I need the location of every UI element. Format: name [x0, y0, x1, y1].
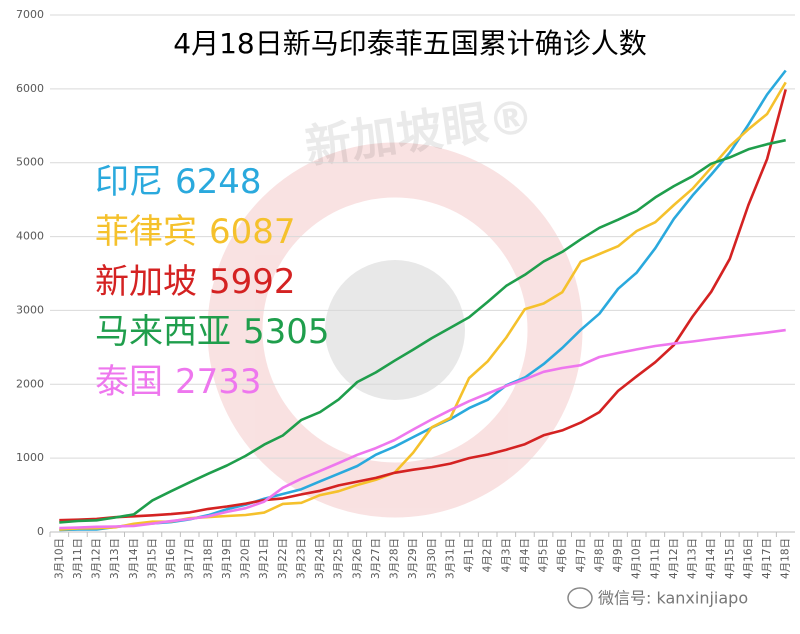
x-tick-label: 3月16日 [165, 538, 177, 579]
x-tick-label: 4月5日 [538, 538, 550, 572]
legend-value: 5992 [209, 262, 296, 302]
x-tick-label: 4月16日 [742, 538, 754, 579]
legend-label: 印尼 [95, 162, 163, 202]
y-tick-label: 0 [37, 525, 44, 538]
legend-value: 6248 [175, 162, 262, 202]
y-tick-label: 1000 [16, 451, 44, 464]
legend-value: 6087 [209, 212, 296, 252]
x-tick-label: 4月1日 [463, 538, 475, 572]
legend-value: 5305 [243, 312, 330, 352]
y-tick-label: 5000 [16, 156, 44, 169]
chart-title: 4月18日新马印泰菲五国累计确诊人数 [173, 27, 646, 60]
x-tick-label: 4月17日 [761, 538, 773, 579]
x-tick-label: 3月22日 [277, 538, 289, 579]
series-line [59, 89, 787, 522]
x-tick-label: 3月10日 [53, 538, 65, 579]
x-tick-label: 3月26日 [351, 538, 363, 579]
x-tick-label: 4月4日 [519, 538, 531, 572]
x-tick-label: 3月24日 [314, 538, 326, 579]
x-tick-label: 4月15日 [724, 538, 736, 579]
x-tick-label: 4月11日 [649, 538, 661, 579]
x-tick-label: 4月8日 [593, 538, 605, 572]
x-tick-label: 3月19日 [221, 538, 233, 579]
x-tick-label: 3月21日 [258, 538, 270, 579]
x-tick-label: 3月27日 [370, 538, 382, 579]
footer: 微信号: kanxinjiapo [567, 587, 748, 609]
x-tick-label: 3月18日 [202, 538, 214, 579]
footer-text: 微信号: kanxinjiapo [598, 589, 748, 608]
y-tick-label: 4000 [16, 230, 44, 243]
legend-label: 新加坡 [95, 262, 197, 302]
x-tick-label: 3月13日 [109, 538, 121, 579]
legend-label: 菲律宾 [95, 212, 197, 252]
legend-entry: 印尼 6248 [95, 162, 262, 202]
watermark-logo [207, 142, 583, 518]
x-tick-label: 3月28日 [389, 538, 401, 579]
x-tick-label: 4月18日 [780, 538, 792, 579]
x-tick-label: 4月13日 [687, 538, 699, 579]
y-tick-label: 3000 [16, 303, 44, 316]
x-tick-label: 3月30日 [426, 538, 438, 579]
x-tick-label: 3月23日 [295, 538, 307, 579]
x-tick-label: 3月14日 [128, 538, 140, 579]
y-tick-label: 2000 [16, 377, 44, 390]
x-tick-label: 3月31日 [444, 538, 456, 579]
legend-entry: 菲律宾 6087 [95, 212, 296, 252]
x-tick-label: 4月2日 [482, 538, 494, 572]
x-tick-label: 3月20日 [240, 538, 252, 579]
legend-value: 2733 [175, 362, 262, 402]
x-tick-label: 3月12日 [91, 538, 103, 579]
x-tick-label: 4月12日 [668, 538, 680, 579]
x-tick-label: 3月11日 [72, 538, 84, 579]
x-tick-label: 3月25日 [333, 538, 345, 579]
series-line [59, 328, 786, 530]
series-line [59, 138, 786, 524]
y-tick-label: 6000 [16, 82, 44, 95]
x-tick-label: 4月9日 [612, 538, 624, 572]
legend-entry: 泰国 2733 [95, 362, 262, 402]
legend-label: 马来西亚 [95, 312, 231, 352]
x-tick-label: 4月6日 [556, 538, 568, 572]
x-tick-label: 3月29日 [407, 538, 419, 579]
x-tick-label: 4月7日 [575, 538, 587, 572]
x-tick-label: 3月17日 [184, 538, 196, 579]
x-tick-label: 3月15日 [146, 538, 158, 579]
x-tick-label: 4月3日 [500, 538, 512, 572]
legend-entry: 新加坡 5992 [95, 262, 296, 302]
legend-label: 泰国 [95, 362, 163, 402]
y-tick-label: 7000 [16, 8, 44, 21]
x-tick-label: 4月14日 [705, 538, 717, 579]
legend-entry: 马来西亚 5305 [95, 312, 330, 352]
x-tick-label: 4月10日 [631, 538, 643, 579]
